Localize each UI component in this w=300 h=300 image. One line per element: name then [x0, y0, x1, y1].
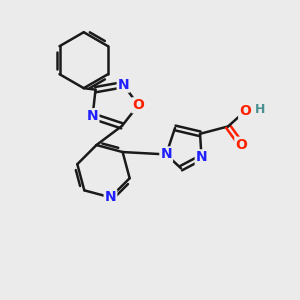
Text: N: N: [196, 150, 207, 164]
Text: H: H: [255, 103, 266, 116]
Text: N: N: [118, 78, 129, 92]
Text: O: O: [239, 104, 251, 118]
Text: O: O: [132, 98, 144, 112]
Text: O: O: [235, 138, 247, 152]
Text: N: N: [87, 109, 98, 123]
Text: N: N: [105, 190, 116, 204]
Text: N: N: [160, 147, 172, 161]
